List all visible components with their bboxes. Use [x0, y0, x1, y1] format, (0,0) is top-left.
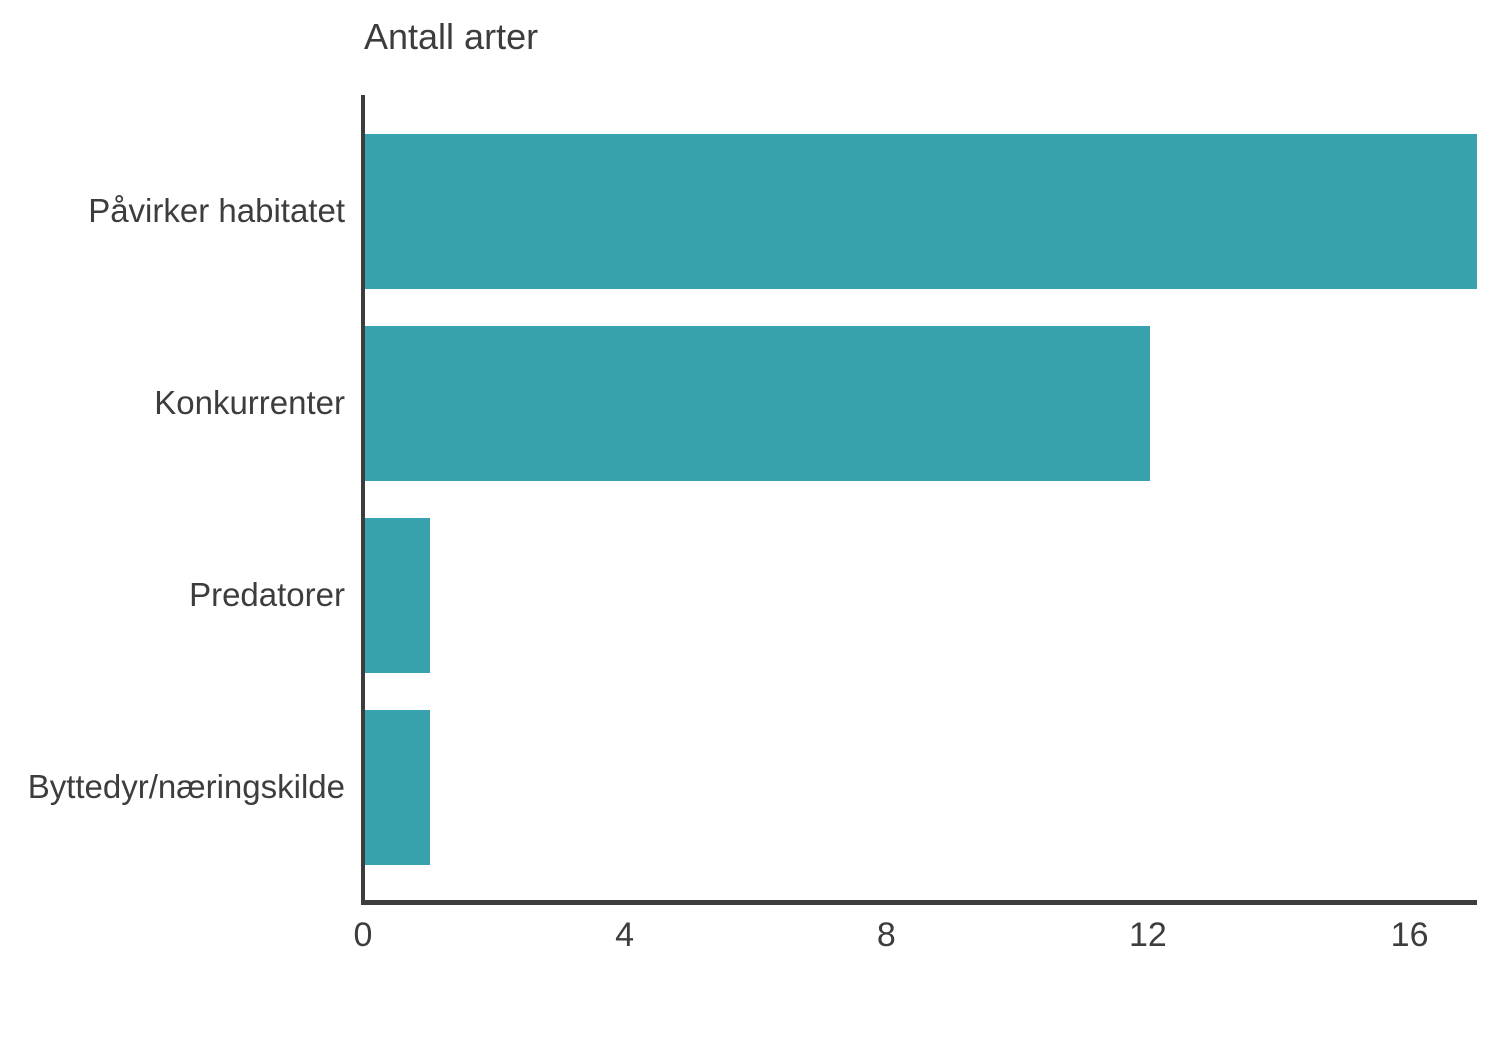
y-axis-line	[361, 95, 365, 905]
x-tick-label: 8	[876, 916, 896, 954]
plot-area	[363, 95, 1477, 902]
x-tick-label: 16	[1390, 916, 1429, 954]
x-axis-line	[361, 900, 1477, 905]
category-label: Konkurrenter	[154, 384, 345, 421]
bar	[365, 709, 431, 865]
category-label: Predatorer	[189, 576, 345, 613]
x-tick-label: 4	[615, 916, 635, 954]
x-tick-label: 0	[353, 916, 373, 954]
chart-title: Antall arter	[364, 16, 539, 57]
bar	[365, 325, 1150, 481]
bar	[365, 517, 431, 673]
category-label: Byttedyr/næringskilde	[27, 768, 345, 805]
bar	[365, 133, 1477, 289]
x-tick-label: 12	[1129, 916, 1167, 954]
category-label: Påvirker habitatet	[88, 192, 345, 229]
